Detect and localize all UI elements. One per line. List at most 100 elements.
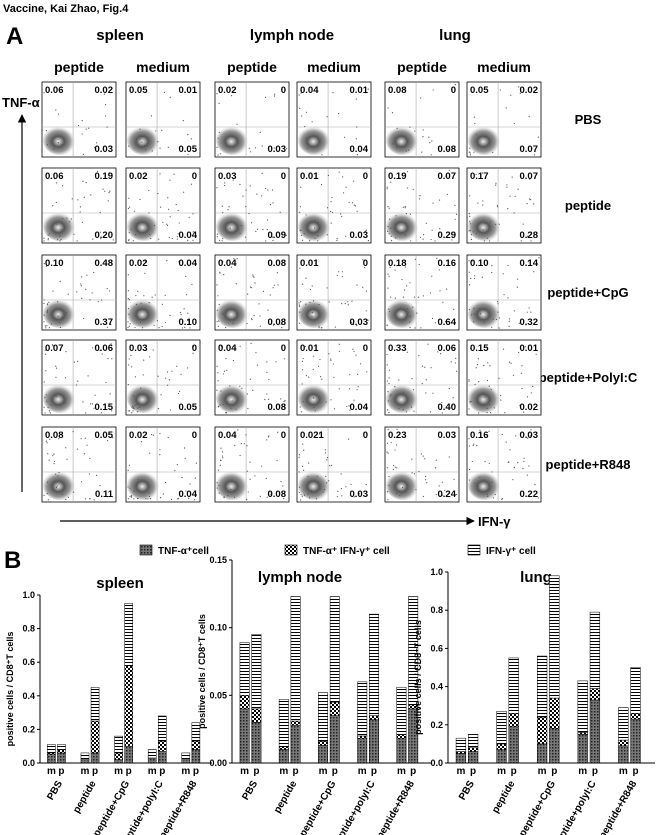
event-dot xyxy=(346,405,348,408)
event-dot xyxy=(512,479,514,481)
event-dot xyxy=(169,216,171,218)
event-dot xyxy=(254,282,256,284)
event-dot xyxy=(266,229,268,231)
event-dot xyxy=(299,107,301,109)
event-dot xyxy=(401,493,403,495)
event-dot xyxy=(422,495,424,498)
event-dot xyxy=(240,442,242,445)
event-dot xyxy=(226,401,229,403)
event-dot xyxy=(246,470,248,472)
event-dot xyxy=(434,240,436,242)
event-dot xyxy=(72,491,75,493)
event-dot xyxy=(46,311,48,314)
event-dot xyxy=(216,146,218,148)
event-dot xyxy=(236,123,238,125)
event-dot xyxy=(143,144,146,147)
quadrant-value: 0.24 xyxy=(438,489,457,500)
event-dot xyxy=(216,389,218,391)
event-dot xyxy=(88,127,90,129)
event-dot xyxy=(321,154,323,156)
event-dot xyxy=(80,283,82,285)
event-dot xyxy=(130,228,132,230)
quadrant-value: 0.05 xyxy=(179,402,198,413)
event-dot xyxy=(509,449,511,451)
event-dot xyxy=(409,326,411,329)
event-dot xyxy=(223,370,226,372)
bar-segment xyxy=(318,745,328,764)
bar-segment xyxy=(191,722,201,742)
event-dot xyxy=(312,300,315,302)
bar-segment xyxy=(47,754,56,764)
event-dot xyxy=(239,232,241,235)
event-dot xyxy=(410,406,413,408)
event-dot xyxy=(96,474,98,476)
event-dot xyxy=(396,147,398,149)
event-dot xyxy=(258,303,260,305)
event-dot xyxy=(497,303,499,305)
event-dot xyxy=(394,449,396,451)
event-dot xyxy=(411,472,413,474)
bar-segment xyxy=(124,745,133,764)
event-dot xyxy=(77,380,79,382)
event-dot xyxy=(156,320,159,322)
event-dot xyxy=(446,193,448,196)
event-dot xyxy=(533,203,535,205)
event-dot xyxy=(425,392,427,394)
event-dot xyxy=(357,373,359,375)
event-dot xyxy=(453,308,455,310)
event-dot xyxy=(386,186,388,188)
event-dot xyxy=(424,475,427,477)
event-dot xyxy=(232,346,234,348)
quadrant-value: 0 xyxy=(281,430,286,441)
event-dot xyxy=(104,103,107,106)
quadrant-value: 0.06 xyxy=(95,343,114,354)
event-dot xyxy=(249,378,251,380)
event-dot xyxy=(112,437,114,439)
event-dot xyxy=(216,236,218,238)
event-dot xyxy=(55,365,57,367)
event-dot xyxy=(299,267,301,269)
quadrant-value: 0.02 xyxy=(520,402,539,413)
event-dot xyxy=(56,239,59,241)
event-dot xyxy=(176,365,178,367)
event-dot xyxy=(47,407,49,409)
event-dot xyxy=(524,346,527,348)
event-dot xyxy=(45,327,47,329)
event-dot xyxy=(252,275,254,277)
event-dot xyxy=(455,213,458,216)
event-dot xyxy=(338,271,340,273)
event-dot xyxy=(104,115,107,117)
event-dot xyxy=(216,365,218,367)
event-dot xyxy=(388,484,390,487)
event-dot xyxy=(43,321,45,323)
event-dot xyxy=(470,314,473,316)
event-dot xyxy=(317,240,319,242)
bar-label: p xyxy=(159,766,165,777)
event-dot xyxy=(315,262,317,265)
event-dot xyxy=(356,389,358,391)
event-dot xyxy=(309,288,311,291)
event-dot xyxy=(479,313,482,315)
event-dot xyxy=(164,321,167,324)
event-dot xyxy=(131,405,134,407)
event-dot xyxy=(240,225,243,227)
event-dot xyxy=(387,107,389,109)
event-dot xyxy=(85,182,87,184)
quadrant-value: 0.04 xyxy=(350,144,369,155)
event-dot xyxy=(43,381,45,383)
event-dot xyxy=(301,465,304,467)
quadrant-value: 0.06 xyxy=(45,171,64,182)
event-dot xyxy=(267,436,269,438)
event-dot xyxy=(473,307,475,309)
category-label: peptide+polyI:C xyxy=(552,779,599,835)
event-dot xyxy=(300,411,303,413)
event-dot xyxy=(99,484,101,487)
event-dot xyxy=(139,128,141,130)
event-dot xyxy=(409,315,412,318)
event-dot xyxy=(336,496,338,498)
bar-label: m xyxy=(181,766,190,777)
event-dot xyxy=(441,401,443,404)
event-dot xyxy=(522,223,524,225)
quadrant-value: 0.03 xyxy=(438,430,457,441)
event-dot xyxy=(356,210,358,212)
